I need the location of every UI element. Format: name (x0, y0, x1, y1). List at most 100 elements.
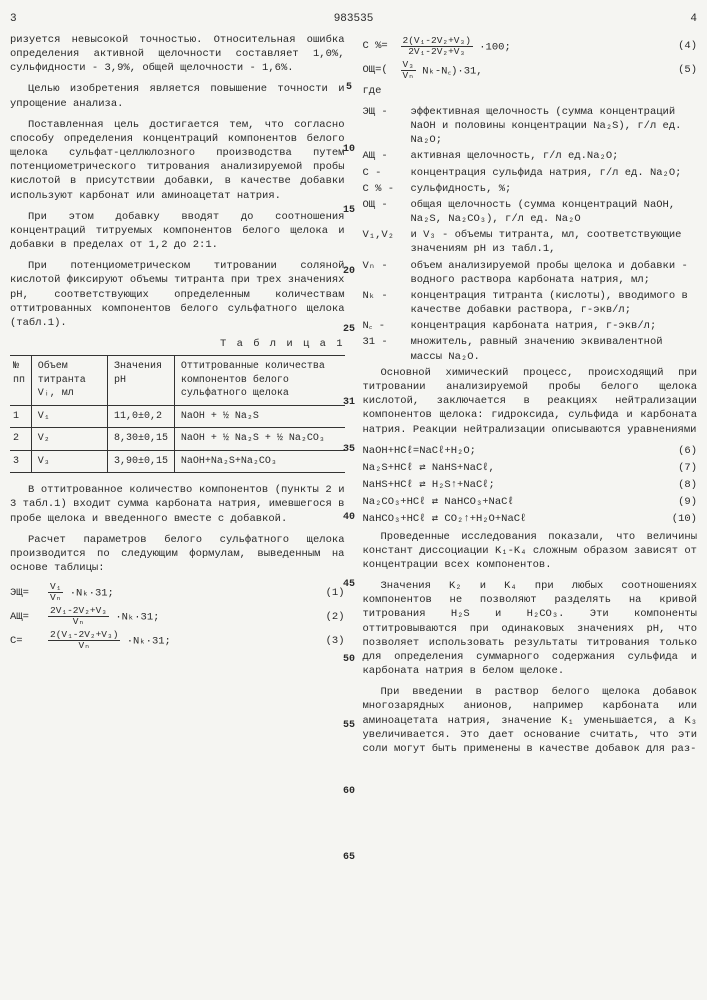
para: При этом добавку вводят до соотношения к… (10, 210, 345, 253)
td: 2 (10, 428, 31, 451)
def: ОЩ -общая щелочность (сумма концентраций… (363, 198, 698, 226)
para: Расчет параметров белого сульфатного щел… (10, 533, 345, 576)
formula-5: ОЩ=( V₃Vₙ Nₖ-N꜀)·31, (5) (363, 60, 698, 81)
para: Значения K₂ и K₄ при любых соотношениях … (363, 579, 698, 678)
line-num: 65 (343, 851, 355, 865)
def-sym: 31 - (363, 335, 411, 363)
td: 3 (10, 450, 31, 473)
eq-text: NaHCO₃+HCℓ ⇄ CO₂↑+H₂O+NaCℓ (363, 512, 668, 526)
th: Оттитрованные количества компонентов бел… (174, 356, 344, 406)
def: C -концентрация сульфида натрия, г/л ед.… (363, 166, 698, 180)
def-desc: сульфидность, %; (411, 182, 698, 196)
formula-label: C %= (363, 39, 401, 53)
formula-3: C= 2(V₁-2V₂+V₃)Vₙ ·Nₖ·31; (3) (10, 630, 345, 651)
formula-4: C %= 2(V₁-2V₂+V₃)2V₁-2V₂+V₃ ·100; (4) (363, 36, 698, 57)
def-desc: множитель, равный значению эквивалентной… (411, 335, 698, 363)
page-right: 4 (690, 12, 697, 27)
line-num: 55 (343, 719, 355, 733)
formula-num: (1) (315, 586, 345, 600)
def: 31 -множитель, равный значению эквивален… (363, 335, 698, 363)
eq-text: Na₂S+HCℓ ⇄ NaHS+NaCℓ, (363, 461, 668, 475)
eq-num: (7) (667, 461, 697, 475)
def-sym: АЩ - (363, 149, 411, 163)
th: Объем титранта Vᵢ, мл (31, 356, 107, 406)
table-title: Т а б л и ц а 1 (10, 337, 345, 351)
left-column: ризуется невысокой точностью. Относитель… (10, 33, 345, 763)
def-sym: V₁,V₂ (363, 228, 411, 256)
def: N꜀ -концентрация карбоната натрия, г-экв… (363, 319, 698, 333)
eq-6: NaOH+HCℓ=NaCℓ+H₂O;(6) (363, 444, 698, 458)
formula-num: (2) (315, 610, 345, 624)
def-desc: и V₃ - объемы титранта, мл, соответствую… (411, 228, 698, 256)
eq-9: Na₂CO₃+HCℓ ⇄ NaHCO₃+NaCℓ(9) (363, 495, 698, 509)
def-sym: N꜀ - (363, 319, 411, 333)
formula-num: (4) (667, 39, 697, 53)
line-num: 60 (343, 785, 355, 799)
def: C % -сульфидность, %; (363, 182, 698, 196)
formula-rest: ·Nₖ·31; (127, 635, 171, 647)
td: 11,0±0,2 (108, 405, 175, 428)
th: № пп (10, 356, 31, 406)
line-num: 45 (343, 578, 355, 592)
def-desc: общая щелочность (сумма концентраций NaO… (411, 198, 698, 226)
frac-bot: Vₙ (48, 641, 120, 651)
def-sym: Vₙ - (363, 259, 411, 287)
line-num: 40 (343, 511, 355, 525)
formula-2: АЩ= 2V₁-2V₂+V₃Vₙ ·Nₖ·31; (2) (10, 606, 345, 627)
def-desc: объем анализируемой пробы щелока и добав… (411, 259, 698, 287)
para: Проведенные исследования показали, что в… (363, 530, 698, 573)
frac-bot: Vₙ (48, 593, 63, 603)
line-num: 50 (343, 653, 355, 667)
line-num: 25 (343, 323, 355, 337)
line-num: 10 (343, 143, 355, 157)
eq-num: (10) (667, 512, 697, 526)
def-sym: ОЩ - (363, 198, 411, 226)
def-sym: ЭЩ - (363, 105, 411, 148)
line-num: 5 (346, 81, 352, 95)
td: 1 (10, 405, 31, 428)
eq-8: NaHS+HCℓ ⇄ H₂S↑+NaCℓ;(8) (363, 478, 698, 492)
formula-rest: ·Nₖ·31; (115, 612, 159, 624)
td: V₁ (31, 405, 107, 428)
frac-bot: 2V₁-2V₂+V₃ (401, 47, 473, 57)
td: NaOH+Na₂S+Na₂CO₃ (174, 450, 344, 473)
eq-text: NaHS+HCℓ ⇄ H₂S↑+NaCℓ; (363, 478, 668, 492)
para: При потенциометрическом титровании солян… (10, 259, 345, 330)
eq-7: Na₂S+HCℓ ⇄ NaHS+NaCℓ,(7) (363, 461, 698, 475)
eq-10: NaHCO₃+HCℓ ⇄ CO₂↑+H₂O+NaCℓ(10) (363, 512, 698, 526)
formula-label: C= (10, 634, 48, 648)
formula-label: ОЩ=( (363, 63, 401, 77)
page-body: 5 10 15 20 25 31 35 40 45 50 55 60 65 ри… (10, 33, 697, 763)
def: V₁,V₂и V₃ - объемы титранта, мл, соответ… (363, 228, 698, 256)
line-num: 15 (343, 204, 355, 218)
line-num: 35 (343, 443, 355, 457)
td: 8,30±0,15 (108, 428, 175, 451)
def: Nₖ -концентрация титранта (кислоты), вво… (363, 289, 698, 317)
para: В оттитрованное количество компонентов (… (10, 483, 345, 526)
line-num: 31 (343, 396, 355, 410)
def-desc: концентрация титранта (кислоты), вводимо… (411, 289, 698, 317)
eq-num: (9) (667, 495, 697, 509)
td: NaOH + ½ Na₂S + ½ Na₂CO₃ (174, 428, 344, 451)
def: АЩ -активная щелочность, г/л ед.Na₂O; (363, 149, 698, 163)
para: Поставленная цель достигается тем, что с… (10, 118, 345, 203)
where-label: где (363, 85, 382, 97)
def-desc: эффективная щелочность (сумма концентрац… (411, 105, 698, 148)
td: 3,90±0,15 (108, 450, 175, 473)
def-desc: концентрация сульфида натрия, г/л ед. Na… (411, 166, 698, 180)
para: При введении в раствор белого щелока доб… (363, 685, 698, 756)
formula-num: (3) (315, 634, 345, 648)
line-num: 20 (343, 265, 355, 279)
header: 3 983535 4 (10, 12, 697, 27)
td: V₂ (31, 428, 107, 451)
para: Целью изобретения является повышение точ… (10, 82, 345, 110)
para: ризуется невысокой точностью. Относитель… (10, 33, 345, 76)
table-1: № пп Объем титранта Vᵢ, мл Значения pH О… (10, 355, 345, 473)
formula-label: АЩ= (10, 610, 48, 624)
def-desc: концентрация карбоната натрия, г-экв/л; (411, 319, 698, 333)
formula-label: ЭЩ= (10, 586, 48, 600)
def-sym: C - (363, 166, 411, 180)
para: Основной химический процесс, происходящи… (363, 366, 698, 437)
def-desc: активная щелочность, г/л ед.Na₂O; (411, 149, 698, 163)
eq-text: NaOH+HCℓ=NaCℓ+H₂O; (363, 444, 668, 458)
